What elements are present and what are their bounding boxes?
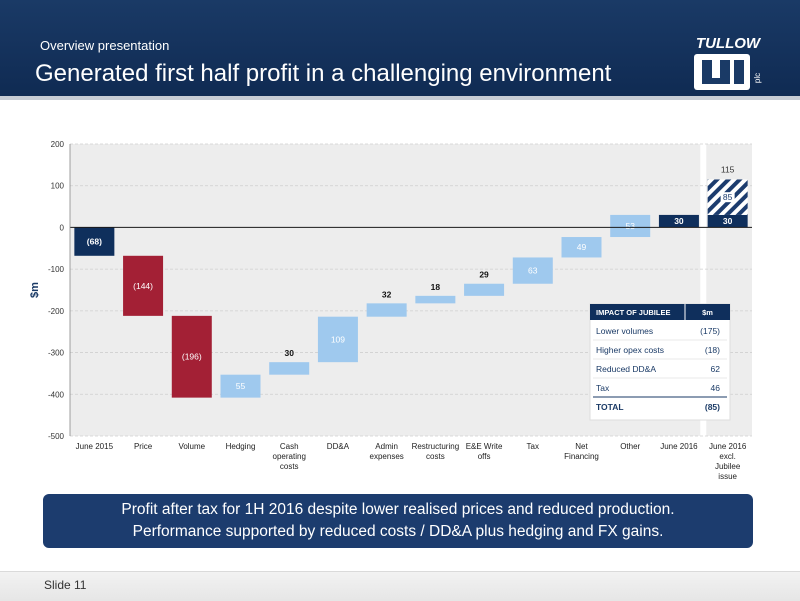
y-axis-label: $m xyxy=(29,282,41,298)
data-label: 32 xyxy=(382,289,392,299)
bar-increase xyxy=(220,374,261,398)
footer-bar xyxy=(0,571,800,601)
y-tick-label: 0 xyxy=(60,223,65,232)
x-tick-label: June 2016 excl. Jubilee issue xyxy=(709,442,747,480)
y-tick-label: 200 xyxy=(51,140,65,149)
bar-increase xyxy=(512,257,553,284)
bar-increase xyxy=(269,362,310,375)
callout-line-2: Performance supported by reduced costs /… xyxy=(132,523,664,540)
x-tick-label: Restructuring costs xyxy=(412,442,460,461)
x-tick-label: Tax xyxy=(527,442,539,451)
impact-row-value: 46 xyxy=(711,383,721,393)
x-tick-label: Volume xyxy=(178,442,205,451)
waterfall-chart: 200 100 0 -100 -200 -300 -400 -500 $m (68) (144) (1… xyxy=(0,130,800,481)
impact-row-label: Lower volumes xyxy=(596,326,653,336)
impact-row-value: (18) xyxy=(705,345,720,355)
bar-total xyxy=(74,227,115,256)
x-tick-label: Other xyxy=(620,442,640,451)
data-label: (144) xyxy=(133,281,153,291)
data-label: 55 xyxy=(236,381,246,391)
bar-increase xyxy=(415,295,456,304)
y-tick-label: -200 xyxy=(48,307,65,316)
bar-increase xyxy=(317,316,358,363)
bar-total xyxy=(707,214,748,228)
logo-plc: plc xyxy=(753,73,762,83)
data-label: 18 xyxy=(431,282,441,292)
y-tick-label: -500 xyxy=(48,432,65,441)
impact-row-label: Tax xyxy=(596,383,610,393)
data-label: 85 xyxy=(723,192,733,202)
header-divider xyxy=(0,96,800,100)
header-banner xyxy=(0,0,800,100)
x-tick-label: Price xyxy=(134,442,153,451)
x-tick-label: June 2016 xyxy=(660,442,698,451)
bar-total xyxy=(658,214,699,228)
data-label: 30 xyxy=(284,348,294,358)
impact-table-header xyxy=(590,304,730,320)
bar-decrease xyxy=(171,315,212,398)
data-label: 29 xyxy=(479,270,489,280)
data-label: 49 xyxy=(577,242,587,252)
data-label: 63 xyxy=(528,266,538,276)
summary-callout: Profit after tax for 1H 2016 despite low… xyxy=(43,494,753,548)
jubilee-separator xyxy=(700,144,707,436)
bar-increase xyxy=(464,283,505,296)
impact-table-header-unit: $m xyxy=(702,308,713,317)
y-tick-label: -100 xyxy=(48,265,65,274)
impact-row-value: 62 xyxy=(711,364,721,374)
impact-table-header-label: IMPACT OF JUBILEE xyxy=(596,308,670,317)
data-label: 109 xyxy=(331,334,345,344)
y-tick-label: -400 xyxy=(48,390,65,399)
chart-svg: 200 100 0 -100 -200 -300 -400 -500 $m (68) (144) (1… xyxy=(29,140,752,481)
x-tick-label: DD&A xyxy=(327,442,350,451)
impact-total-value: (85) xyxy=(705,402,720,412)
impact-table xyxy=(589,303,731,421)
logo-wordmark: TULLOW xyxy=(696,35,762,52)
callout-line-1: Profit after tax for 1H 2016 despite low… xyxy=(121,501,675,518)
data-label: 30 xyxy=(674,216,684,226)
impact-total-label: TOTAL xyxy=(596,402,624,412)
x-tick-label: Admin expenses xyxy=(370,442,404,461)
data-label: (68) xyxy=(87,237,102,247)
slide-title: Generated first half profit in a challen… xyxy=(35,60,612,87)
bar-increase xyxy=(366,303,407,317)
slide-subtitle: Overview presentation xyxy=(40,38,170,53)
bar-increase xyxy=(561,237,602,258)
data-label: 30 xyxy=(723,216,733,226)
annotation-label: 115 xyxy=(721,164,735,174)
logo-mark-shape xyxy=(702,60,744,84)
impact-row-value: (175) xyxy=(700,326,720,336)
slide-number: Slide 11 xyxy=(44,578,87,592)
company-logo: TULLOW plc xyxy=(694,35,762,90)
data-label-bg xyxy=(720,192,735,203)
y-tick-label: -300 xyxy=(48,349,65,358)
bar-increase xyxy=(610,214,651,238)
data-label: 53 xyxy=(625,221,635,231)
x-tick-label: E&E Write offs xyxy=(466,442,503,461)
data-label: (196) xyxy=(182,352,202,362)
impact-row-label: Higher opex costs xyxy=(596,345,664,355)
bar-decrease xyxy=(123,255,164,316)
impact-row-label: Reduced DD&A xyxy=(596,364,656,374)
x-tick-label: Net Financing xyxy=(564,442,599,461)
x-tick-label: Hedging xyxy=(226,442,256,451)
x-tick-label: Cash operating costs xyxy=(273,442,306,471)
x-tick-label: June 2015 xyxy=(76,442,114,451)
y-tick-label: 100 xyxy=(51,182,65,191)
